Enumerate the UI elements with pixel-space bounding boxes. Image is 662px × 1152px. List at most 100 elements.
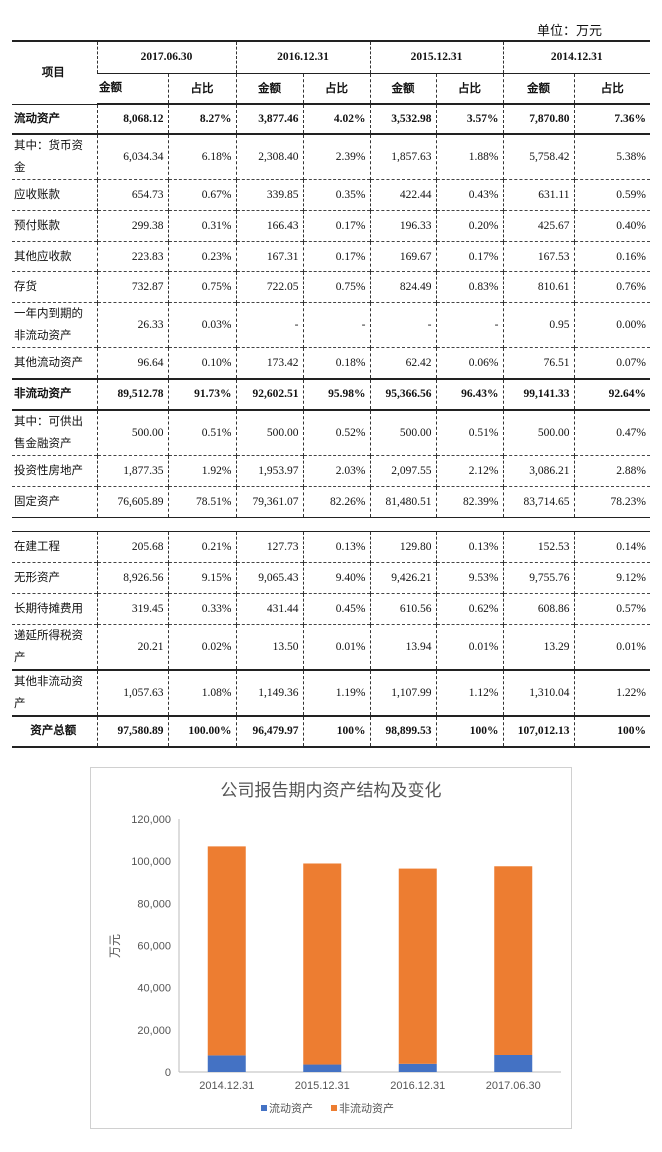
- amount-cell: 2,097.55: [369, 455, 436, 486]
- ratio-cell: 7.36%: [573, 104, 650, 134]
- row-label: 非流动资产: [14, 388, 72, 400]
- y-tick-label: 0: [165, 1067, 171, 1079]
- ratio-cell: 0.40%: [573, 210, 650, 242]
- row-label: 一年内到期的非流动资产: [14, 308, 83, 342]
- ratio-cell: 0.59%: [573, 179, 650, 211]
- table-row: 长期待摊费用 319.45 0.33% 431.44 0.45% 610.56 0.62% 6…: [12, 593, 650, 624]
- y-tick-label: 80,000: [137, 898, 171, 910]
- amount-cell: 425.67: [502, 210, 574, 242]
- table-row: 应收账款 654.73 0.67% 339.85 0.35% 422.44 0.43% 631…: [12, 179, 650, 211]
- x-tick-label: 2016.12.31: [390, 1080, 445, 1092]
- amount-cell: 83,714.65: [502, 486, 574, 517]
- ratio-cell: 0.01%: [435, 624, 503, 670]
- amount-header: 金额: [502, 73, 574, 105]
- amount-cell: 169.67: [369, 241, 436, 272]
- amount-cell: 62.42: [369, 347, 436, 379]
- amount-cell: 96.64: [96, 347, 168, 379]
- ratio-header: 占比: [435, 73, 503, 105]
- header-row-subheaders: 金额 占比 金额 占比 金额 占比 金额 占比: [12, 73, 650, 105]
- ratio-cell: 0.13%: [302, 531, 370, 562]
- ratio-cell: -: [302, 302, 370, 348]
- table-row: 投资性房地产 1,877.35 1.92% 1,953.97 2.03% 2,097.55…: [12, 455, 650, 486]
- amount-cell: 9,065.43: [235, 562, 303, 593]
- amount-cell: 0.95: [502, 302, 574, 348]
- row-label: 无形资产: [14, 571, 60, 584]
- amount-cell: 6,034.34: [96, 134, 168, 180]
- y-tick-label: 100,000: [131, 856, 171, 868]
- bar-non-current-assets: [398, 868, 437, 1064]
- ratio-cell: 0.83%: [435, 271, 503, 303]
- row-label: 投资性房地产: [14, 464, 83, 477]
- ratio-cell: -: [435, 302, 503, 348]
- ratio-cell: 1.08%: [167, 669, 236, 716]
- ratio-cell: 100.00%: [167, 715, 236, 747]
- ratio-cell: 0.06%: [435, 347, 503, 379]
- x-tick-label: 2014.12.31: [199, 1080, 254, 1092]
- ratio-cell: 2.88%: [573, 455, 650, 486]
- ratio-cell: 0.17%: [302, 210, 370, 242]
- amount-cell: 20.21: [96, 624, 168, 670]
- table-row: 存货 732.87 0.75% 722.05 0.75% 824.49 0.83% 810.6…: [12, 271, 650, 303]
- ratio-cell: 0.13%: [435, 531, 503, 562]
- ratio-cell: 0.14%: [573, 531, 650, 562]
- amount-cell: 810.61: [502, 271, 574, 303]
- row-label: 其中：货币资金: [14, 140, 83, 174]
- x-tick-label: 2015.12.31: [295, 1080, 350, 1092]
- table-row: 其他应收款 223.83 0.23% 167.31 0.17% 169.67 0.17% 16…: [12, 241, 650, 272]
- ratio-header: 占比: [573, 73, 650, 105]
- amount-cell: 205.68: [96, 531, 168, 562]
- ratio-cell: 0.10%: [167, 347, 236, 379]
- amount-cell: 95,366.56: [369, 378, 436, 410]
- amount-cell: 1,310.04: [502, 669, 574, 716]
- amount-cell: 1,877.35: [96, 455, 168, 486]
- ratio-cell: 0.35%: [302, 179, 370, 211]
- item-header: 项目: [12, 41, 97, 105]
- legend-label: 流动资产: [269, 1101, 313, 1115]
- amount-cell: 500.00: [502, 409, 574, 455]
- amount-cell: 96,479.97: [235, 715, 303, 747]
- ratio-cell: 2.12%: [435, 455, 503, 486]
- ratio-cell: 0.76%: [573, 271, 650, 303]
- chart-title: 公司报告期内资产结构及变化: [221, 781, 442, 800]
- y-tick-label: 60,000: [137, 941, 171, 953]
- ratio-cell: 0.57%: [573, 593, 650, 624]
- amount-cell: 13.50: [235, 624, 303, 670]
- header-row-periods: 项目 2017.06.30 2016.12.31 2015.12.31 2014…: [12, 41, 650, 105]
- amount-cell: 732.87: [96, 271, 168, 303]
- amount-cell: 173.42: [235, 347, 303, 379]
- amount-cell: 107,012.13: [502, 715, 574, 747]
- amount-cell: 81,480.51: [369, 486, 436, 517]
- y-tick-label: 20,000: [137, 1025, 171, 1037]
- ratio-cell: 0.01%: [573, 624, 650, 670]
- bar-current-assets: [494, 1054, 533, 1072]
- amount-cell: 98,899.53: [369, 715, 436, 747]
- amount-cell: 631.11: [502, 179, 574, 211]
- amount-cell: 3,877.46: [235, 104, 303, 134]
- bar-current-assets: [398, 1063, 437, 1072]
- amount-cell: 2,308.40: [235, 134, 303, 180]
- ratio-cell: 0.62%: [435, 593, 503, 624]
- table-row: 无形资产 8,926.56 9.15% 9,065.43 9.40% 9,426.21 9.…: [12, 562, 650, 593]
- ratio-cell: 0.75%: [167, 271, 236, 303]
- row-label: 预付账款: [14, 220, 60, 232]
- asset-structure-table: 项目 2017.06.30 2016.12.31 2015.12.31 2014…: [12, 40, 650, 748]
- amount-cell: 1,107.99: [369, 669, 436, 716]
- ratio-cell: 0.17%: [302, 241, 370, 272]
- ratio-cell: 6.18%: [167, 134, 236, 180]
- legend-swatch: [331, 1105, 337, 1111]
- amount-cell: 9,426.21: [369, 562, 436, 593]
- table-gap: [12, 517, 650, 531]
- ratio-cell: 100%: [435, 715, 503, 747]
- amount-cell: 166.43: [235, 210, 303, 242]
- amount-cell: 1,953.97: [235, 455, 303, 486]
- ratio-cell: 5.38%: [573, 134, 650, 180]
- ratio-cell: 0.17%: [435, 241, 503, 272]
- asset-structure-chart: 公司报告期内资产结构及变化 万元 0 20,000 40,000 60,000 80,0…: [90, 767, 572, 1129]
- amount-cell: 92,602.51: [235, 378, 303, 410]
- bar-current-assets: [207, 1055, 246, 1072]
- ratio-cell: 3.57%: [435, 104, 503, 134]
- amount-cell: 500.00: [96, 409, 168, 455]
- row-label: 其他非流动资产: [14, 675, 83, 710]
- x-tick-label: 2017.06.30: [486, 1080, 541, 1092]
- row-label: 资产总额: [30, 725, 77, 737]
